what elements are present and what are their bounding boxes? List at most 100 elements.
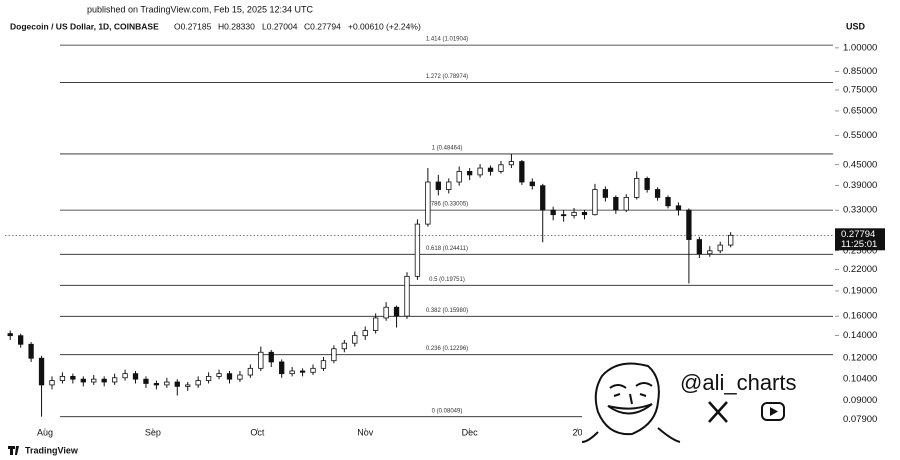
fib-label: 0.236 (0.12296): [426, 346, 468, 352]
fib-label: 1.414 (1.01904): [426, 37, 468, 43]
fib-label: 1.272 (0.78974): [426, 74, 468, 80]
avatar: [581, 362, 681, 443]
candle-body: [456, 171, 462, 183]
candle-body: [654, 189, 661, 198]
candle-body: [153, 383, 160, 386]
play-icon: [761, 402, 785, 421]
candle-body: [519, 161, 525, 183]
candle-body: [341, 342, 347, 350]
candle-body: [393, 306, 400, 317]
last-price-box: [835, 228, 885, 251]
watermark-handle: @ali_charts: [680, 370, 797, 395]
candle-body: [686, 209, 692, 240]
candle-body: [665, 197, 671, 207]
y-tick-label: 0.33000: [843, 205, 877, 216]
candle-body: [320, 360, 327, 369]
candle-body: [404, 275, 410, 317]
candle-body: [122, 373, 128, 379]
open-label: O0.27185: [174, 21, 212, 31]
x-tick-label: Dec: [462, 427, 479, 437]
candle-body: [299, 370, 306, 373]
candle-body: [164, 381, 170, 386]
last-price-label: 0.27794: [841, 229, 875, 240]
x-tick-label: Aug: [37, 427, 53, 437]
candle-body: [487, 167, 494, 172]
candle-body: [560, 214, 567, 217]
play-triangle: [770, 407, 778, 416]
candle-body: [508, 161, 515, 166]
candle-body: [540, 185, 546, 211]
candle-body: [373, 317, 379, 331]
candle-body: [59, 375, 66, 381]
candle-body: [477, 167, 483, 176]
symbol: Dogecoin / US Dollar, 1D, COINBASE: [10, 21, 159, 31]
candle-body: [132, 373, 139, 380]
candle-body: [550, 209, 556, 216]
candle-body: [91, 378, 97, 383]
candle-body: [613, 197, 619, 211]
candle-body: [383, 306, 389, 319]
y-tick-label: 0.16000: [843, 311, 877, 322]
y-tick-label: 0.65000: [843, 105, 877, 116]
candle-body: [195, 380, 201, 386]
y-tick-label: 0.39000: [843, 180, 877, 191]
footer-brand: TradingView: [25, 445, 79, 455]
candle-body: [226, 373, 233, 380]
candle-body: [111, 377, 118, 383]
y-tick-label: 0.10400: [843, 374, 877, 385]
y-tick-label: 1.00000: [843, 42, 877, 53]
y-tick-label: 0.09000: [843, 395, 877, 406]
fib-label: 0.618 (0.24411): [426, 246, 468, 252]
fib-label: 0.786 (0.33005): [426, 202, 468, 208]
currency: USD: [846, 21, 866, 31]
candle-body: [18, 335, 24, 345]
low-label: L0.27004: [262, 21, 298, 31]
candle-body: [707, 250, 713, 255]
close-label: C0.27794: [304, 21, 341, 31]
y-tick-label: 0.19000: [843, 285, 877, 296]
x-tick-label: Sep: [145, 427, 161, 437]
candle-body: [7, 333, 13, 337]
candle-body: [205, 375, 212, 381]
candle-body: [581, 212, 588, 216]
candle-body: [143, 378, 149, 384]
y-tick-label: 0.14000: [843, 330, 877, 341]
fib-label: 1 (0.48464): [432, 145, 463, 151]
candle-body: [101, 378, 107, 383]
candle-body: [70, 375, 76, 380]
published-note: published on TradingView.com, Feb 15, 20…: [87, 4, 313, 14]
high-label: H0.28330: [218, 21, 255, 31]
y-tick-label: 0.45000: [843, 159, 877, 170]
candle-body: [571, 212, 577, 216]
y-tick-label: 0.75000: [843, 85, 877, 96]
tv-logo: TradingView: [8, 445, 79, 455]
plot: 1.414 (1.01904) 1.272 (0.78974) 1 (0.48464…: [5, 37, 885, 437]
candle-body: [728, 234, 734, 246]
candle-body: [425, 181, 431, 225]
candle-body: [623, 197, 629, 211]
y-tick-label: 0.55000: [843, 130, 877, 141]
candle-body: [466, 171, 473, 176]
candle-body: [237, 374, 243, 380]
candle-body: [38, 357, 45, 386]
candle-body: [258, 351, 264, 369]
candle-body: [696, 239, 703, 255]
x-tick-label: Nov: [357, 427, 374, 437]
candle-body: [268, 351, 274, 363]
candle-body: [414, 223, 421, 277]
y-tick-label: 0.07900: [843, 414, 877, 425]
y-tick-label: 0.85000: [843, 66, 877, 77]
candle-body: [185, 384, 191, 387]
candle-body: [644, 177, 650, 190]
countdown: 11:25:01: [841, 239, 877, 250]
candle-body: [310, 367, 316, 373]
candle-body: [80, 378, 86, 383]
x-icon: [708, 401, 728, 423]
candle-body: [247, 367, 254, 376]
candle-body: [498, 164, 504, 172]
candle-body: [331, 348, 337, 362]
candle-body: [634, 177, 640, 198]
candle-body: [717, 244, 723, 252]
candle-body: [446, 181, 452, 190]
